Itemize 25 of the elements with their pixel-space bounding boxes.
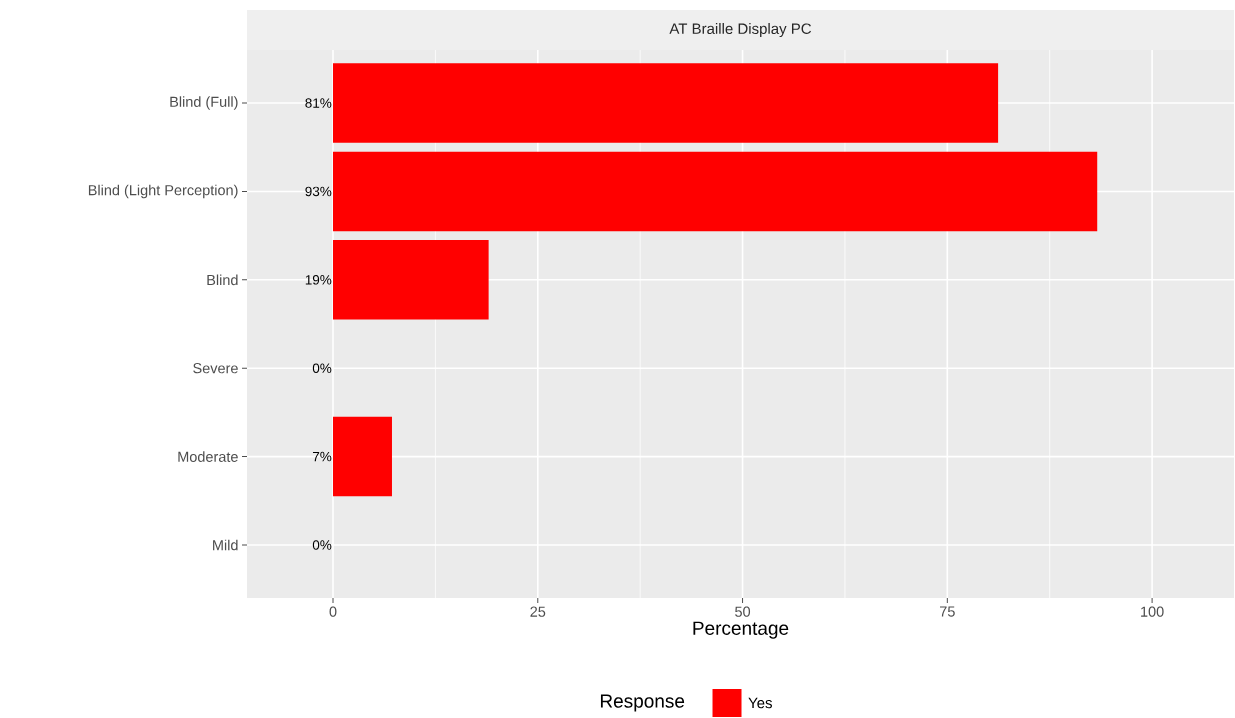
- y-tick-label: Moderate: [178, 451, 238, 462]
- data-label: 19%: [305, 275, 332, 285]
- data-label: 93%: [305, 186, 332, 197]
- x-axis-title: Percentage: [693, 621, 789, 639]
- bar: [333, 151, 1098, 232]
- bar: [333, 63, 999, 143]
- x-tick-label: 75: [940, 606, 955, 617]
- x-tick-label: 50: [735, 606, 751, 617]
- x-tick-label: 25: [530, 606, 546, 617]
- data-label: 0%: [312, 363, 332, 373]
- legend-label: Yes: [748, 697, 772, 709]
- data-label: 0%: [312, 540, 332, 550]
- data-label: 81%: [305, 98, 332, 108]
- legend-title: Response: [600, 694, 685, 712]
- x-tick-label: 100: [1141, 606, 1164, 617]
- x-tick-label: 0: [329, 606, 337, 617]
- y-tick-label: Blind (Full): [170, 96, 238, 110]
- data-label: 7%: [312, 451, 332, 462]
- y-tick-label: Blind (Light Perception): [88, 184, 238, 199]
- bar: [333, 416, 392, 497]
- y-tick-label: Mild: [213, 539, 238, 551]
- chart-title: AT Braille Display PC: [669, 23, 812, 37]
- bar: [333, 240, 489, 320]
- y-tick-label: Blind: [207, 274, 238, 286]
- y-tick-label: Severe: [193, 363, 238, 374]
